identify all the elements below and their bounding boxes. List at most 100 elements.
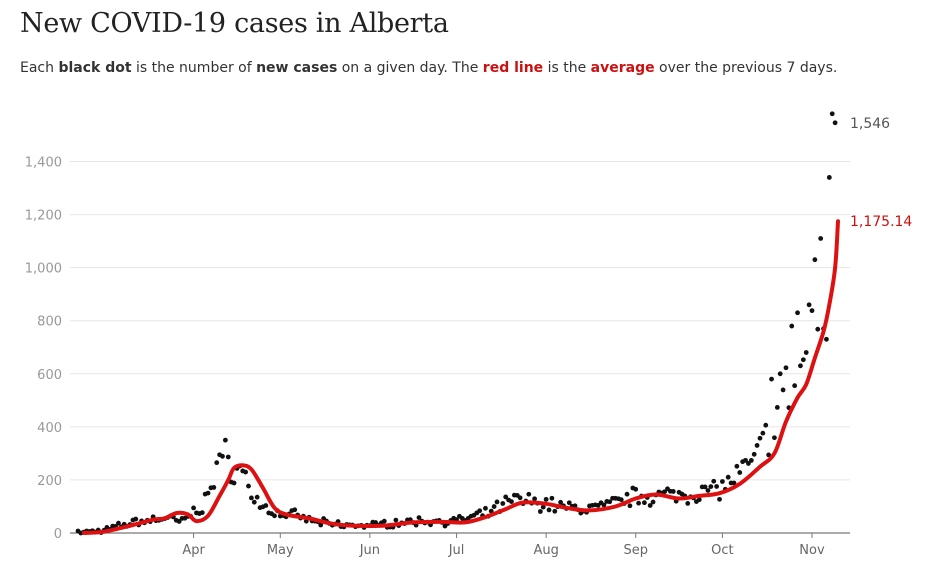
y-tick-label: 0 — [54, 527, 62, 542]
y-tick-label: 800 — [37, 315, 62, 330]
daily-cases-dot — [774, 404, 780, 410]
x-tick-label: Aug — [533, 543, 558, 558]
daily-cases-dot — [488, 508, 494, 514]
daily-cases-dot — [509, 499, 514, 504]
y-tick-label: 200 — [37, 474, 62, 489]
daily-cases-dot — [618, 497, 624, 503]
daily-cases-dot — [416, 515, 422, 520]
subtitle-text: Each — [20, 60, 59, 76]
daily-cases-dot — [254, 494, 260, 500]
daily-cases-dot — [483, 505, 488, 511]
daily-cases-dots — [75, 111, 838, 536]
daily-cases-dot — [766, 452, 772, 458]
daily-cases-dot — [641, 500, 647, 506]
daily-cases-dot — [540, 504, 546, 510]
x-tick-label: Nov — [799, 543, 825, 558]
daily-cases-dot — [670, 489, 676, 494]
daily-cases-dot — [832, 120, 838, 126]
daily-cases-dot — [731, 480, 737, 486]
daily-cases-dot — [566, 500, 572, 506]
daily-cases-dot — [601, 502, 607, 508]
daily-cases-dot — [199, 510, 205, 516]
daily-cases-dot — [806, 302, 812, 308]
daily-cases-dot — [537, 509, 543, 514]
daily-cases-dot — [225, 454, 231, 460]
chart-title: New COVID-19 cases in Alberta — [20, 8, 449, 39]
daily-cases-dot — [800, 357, 806, 363]
daily-cases-dot — [248, 495, 254, 501]
daily-cases-dot — [662, 489, 668, 495]
daily-cases-dot — [792, 383, 798, 389]
daily-cases-dot — [737, 470, 743, 475]
x-tick-label: May — [267, 543, 294, 558]
daily-cases-dot — [769, 376, 774, 382]
subtitle-text: over the previous 7 days. — [654, 60, 838, 76]
x-tick-label: Apr — [182, 543, 205, 558]
seven-day-average-line — [81, 219, 840, 535]
daily-cases-dot — [777, 371, 783, 377]
daily-cases-dot — [812, 257, 818, 263]
daily-cases-dot — [795, 310, 800, 316]
daily-cases-dot — [246, 483, 251, 489]
daily-cases-dot — [292, 507, 298, 513]
latest-average-label: 1,175.14 — [850, 214, 912, 230]
daily-cases-dot — [211, 485, 217, 490]
daily-cases-dot — [803, 350, 809, 355]
daily-cases-dot — [633, 486, 639, 492]
daily-cases-dot — [558, 499, 563, 505]
daily-cases-dot — [205, 490, 211, 496]
daily-cases-dot — [754, 443, 760, 448]
daily-cases-dot — [809, 308, 815, 314]
daily-cases-dot — [783, 365, 789, 371]
daily-cases-dot — [272, 513, 277, 519]
daily-cases-dot — [220, 453, 225, 459]
chart-subtitle: Each black dot is the number of new case… — [20, 60, 837, 76]
daily-cases-dot — [696, 497, 702, 503]
daily-cases-dot — [717, 496, 722, 502]
subtitle-black-dot: black dot — [58, 60, 132, 76]
daily-cases-dot — [780, 387, 786, 393]
daily-cases-dot — [191, 505, 196, 511]
daily-cases-dot — [251, 499, 257, 505]
daily-cases-dot — [231, 480, 237, 486]
subtitle-red-line: red line — [482, 60, 544, 76]
daily-cases-dot — [500, 501, 506, 506]
daily-cases-dot — [815, 326, 821, 332]
daily-cases-dot — [607, 499, 613, 505]
daily-cases-dot — [116, 520, 121, 526]
daily-cases-dot — [824, 336, 829, 342]
y-tick-label: 1,400 — [25, 156, 62, 171]
daily-cases-dot — [491, 504, 497, 509]
daily-cases-dot — [746, 461, 751, 466]
daily-cases-dot — [222, 437, 228, 443]
daily-cases-dot — [381, 518, 387, 524]
daily-cases-dot — [757, 435, 763, 441]
daily-cases-dot — [702, 484, 708, 490]
daily-cases-dot — [826, 175, 832, 180]
x-tick-label: Oct — [711, 543, 733, 558]
daily-cases-dot — [708, 484, 714, 490]
daily-cases-dot — [647, 503, 653, 508]
daily-cases-dot — [714, 484, 720, 489]
latest-daily-cases-label: 1,546 — [850, 116, 890, 132]
daily-cases-dot — [532, 496, 537, 502]
daily-cases-dot — [517, 495, 523, 501]
daily-cases-dot — [725, 474, 731, 480]
daily-cases-dot — [760, 430, 766, 436]
x-axis-ticks: Apr May Jun Jul Aug Sep Oct Nov — [182, 533, 825, 558]
daily-cases-dot — [503, 494, 509, 500]
y-tick-label: 400 — [37, 421, 62, 436]
subtitle-average: average — [590, 60, 655, 76]
daily-cases-dot — [650, 499, 656, 505]
daily-cases-dot — [685, 501, 691, 506]
daily-cases-dot — [624, 491, 630, 497]
daily-cases-dot — [743, 457, 748, 463]
daily-cases-dot — [214, 460, 220, 466]
subtitle-text: is the number of — [131, 60, 257, 76]
daily-cases-dot — [243, 469, 249, 475]
daily-cases-dot — [549, 495, 555, 501]
x-tick-label: Jun — [359, 543, 380, 558]
y-tick-label: 1,200 — [25, 209, 62, 224]
daily-cases-dot — [829, 111, 835, 117]
daily-cases-dot — [818, 236, 824, 241]
